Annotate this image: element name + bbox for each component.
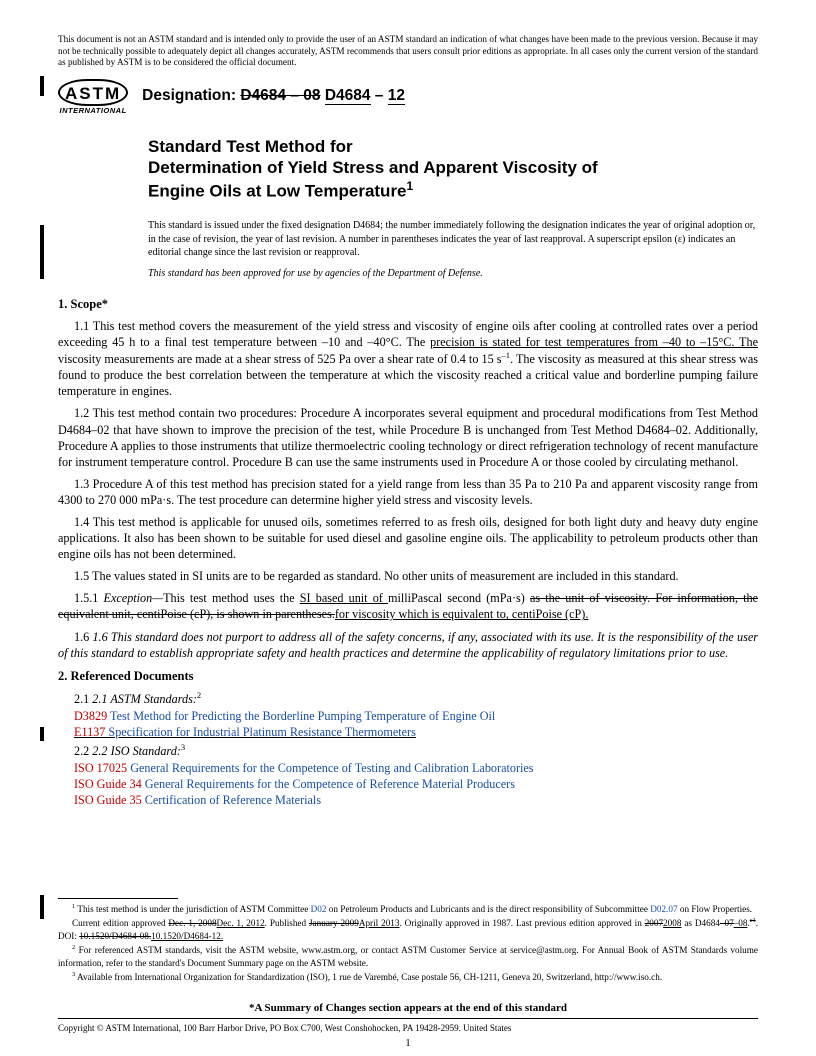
footnote-rule [58,898,178,899]
page-number: 1 [58,1037,758,1049]
para-1-5: 1.5 The values stated in SI units are to… [58,568,758,584]
para-1-3: 1.3 Procedure A of this test method has … [58,476,758,508]
ref-2-2: 2.2 2.2 ISO Standard:3 [74,742,758,759]
ref-code[interactable]: D3829 [74,709,107,723]
designation-header: ASTM INTERNATIONAL Designation: D4684 – … [58,79,758,115]
ref-astm-1: D3829 Test Method for Predicting the Bor… [74,709,758,724]
footnote-1b: Current edition approved Dec. 1, 2008Dec… [58,917,758,942]
designation-dash: – [371,87,388,104]
astm-logo: ASTM INTERNATIONAL [58,79,128,115]
dod-note: This standard has been approved for use … [148,268,758,279]
issue-note: This standard is issued under the fixed … [148,219,758,260]
ref-title[interactable]: Certification of Reference Materials [145,793,321,807]
footer-rule [58,1018,758,1019]
designation-new-a: D4684 [325,87,371,104]
para-1-1: 1.1 This test method covers the measurem… [58,318,758,400]
footnote-1: 1 This test method is under the jurisdic… [58,903,758,915]
logo-text-top: ASTM [58,79,128,106]
footnote-2: 2 For referenced ASTM standards, visit t… [58,944,758,969]
ref-title[interactable]: Test Method for Predicting the Borderlin… [110,709,495,723]
section-1-heading: 1. Scope* [58,297,758,312]
ref-2-1: 2.1 2.1 ASTM Standards:2 [74,690,758,707]
ref-iso-1: ISO 17025 General Requirements for the C… [74,761,758,776]
ref-code[interactable]: E1137 [74,725,105,739]
logo-text-bottom: INTERNATIONAL [59,107,126,115]
change-bar [40,895,44,919]
footnote-3: 3 Available from International Organizat… [58,971,758,983]
title-line-1: Standard Test Method for [148,136,758,157]
designation-old: D4684 – 08 [240,87,320,104]
title-sup: 1 [407,179,414,193]
ref-title[interactable]: General Requirements for the Competence … [145,777,515,791]
change-bar [40,225,44,279]
section-2-heading: 2. Referenced Documents [58,669,758,684]
designation-text: Designation: D4684 – 08 D4684 – 12 [142,87,405,105]
ref-code[interactable]: ISO 17025 [74,761,127,775]
change-bar [40,76,44,96]
ref-title[interactable]: General Requirements for the Competence … [130,761,533,775]
para-1-4: 1.4 This test method is applicable for u… [58,514,758,562]
change-bar [40,727,44,741]
para-1-5-1: 1.5.1 Exception—This test method uses th… [58,590,758,622]
ref-code[interactable]: ISO Guide 35 [74,793,142,807]
ref-title[interactable]: Specification for Industrial Platinum Re… [108,725,415,739]
title-line-2: Determination of Yield Stress and Appare… [148,157,758,178]
footer-summary: *A Summary of Changes section appears at… [58,1002,758,1014]
designation-label: Designation: [142,87,240,104]
title-line-3: Engine Oils at Low Temperature1 [148,179,758,202]
designation-new-b: 12 [388,87,405,104]
copyright: Copyright © ASTM International, 100 Barr… [58,1023,758,1033]
title-block: Standard Test Method for Determination o… [148,136,758,201]
ref-code[interactable]: ISO Guide 34 [74,777,142,791]
para-1-6: 1.6 1.6 This standard does not purport t… [58,629,758,661]
ref-iso-3: ISO Guide 35 Certification of Reference … [74,793,758,808]
top-disclaimer: This document is not an ASTM standard an… [58,34,758,69]
ref-iso-2: ISO Guide 34 General Requirements for th… [74,777,758,792]
ref-astm-2: E1137 Specification for Industrial Plati… [74,725,758,740]
para-1-2: 1.2 This test method contain two procedu… [58,405,758,469]
